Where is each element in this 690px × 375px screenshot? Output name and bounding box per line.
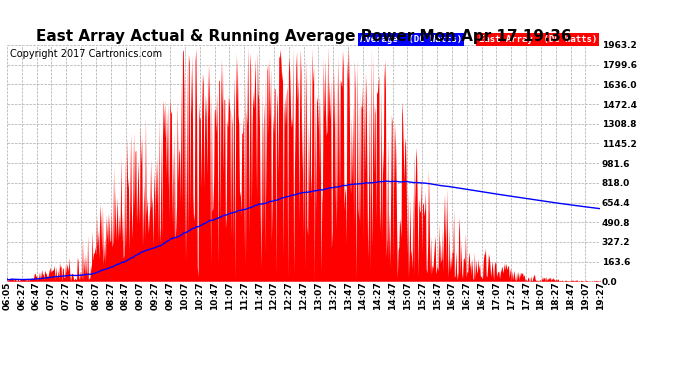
Text: East Array  (DC Watts): East Array (DC Watts) [479, 35, 597, 44]
Text: Average  (DC Watts): Average (DC Watts) [360, 35, 462, 44]
Title: East Array Actual & Running Average Power Mon Apr 17 19:36: East Array Actual & Running Average Powe… [36, 29, 571, 44]
Text: Copyright 2017 Cartronics.com: Copyright 2017 Cartronics.com [10, 48, 162, 58]
